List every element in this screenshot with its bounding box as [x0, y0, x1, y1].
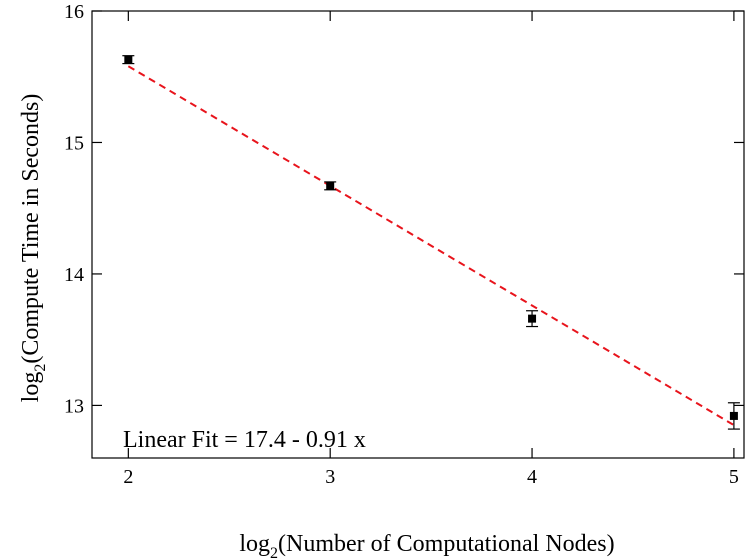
x-axis-title: log2(Number of Computational Nodes)	[239, 531, 614, 559]
x-axis-title-rest: (Number of Computational Nodes)	[278, 531, 615, 557]
y-axis-title: log2(Compute Time in Seconds)	[18, 94, 49, 403]
y-tick-label-3: 16	[64, 1, 84, 23]
plot-frame	[91, 10, 745, 459]
x-tick-label-2: 4	[527, 466, 537, 488]
x-tick-label-1: 3	[325, 466, 335, 488]
y-tick-label-0: 13	[64, 395, 84, 417]
plot-axes: 2 3 4 5 13 14 15 16	[64, 1, 745, 488]
y-axis-title-rest: (Compute Time in Seconds)	[18, 94, 44, 364]
fit-annotation: Linear Fit = 17.4 - 0.91 x	[123, 427, 366, 453]
x-tick-label-0: 2	[123, 466, 133, 488]
x-axis-title-sub: 2	[270, 545, 278, 559]
x-axis-title-main: log	[239, 531, 270, 557]
data-point-2	[526, 310, 539, 328]
marker-1	[326, 181, 335, 190]
y-axis-title-main: log	[18, 372, 44, 403]
fit-line-group	[127, 65, 735, 426]
marker-0	[124, 55, 133, 64]
data-point-1	[324, 181, 337, 191]
fit-line	[127, 65, 735, 426]
y-tick-label-1: 14	[64, 264, 84, 286]
y-axis-title-sub: 2	[32, 364, 49, 372]
marker-2	[528, 314, 537, 323]
marker-3	[729, 411, 738, 420]
x-tick-label-3: 5	[729, 466, 739, 488]
data-point-3	[727, 402, 740, 430]
y-tick-label-2: 15	[64, 132, 84, 154]
data-points	[122, 55, 740, 430]
data-point-0	[122, 55, 135, 65]
